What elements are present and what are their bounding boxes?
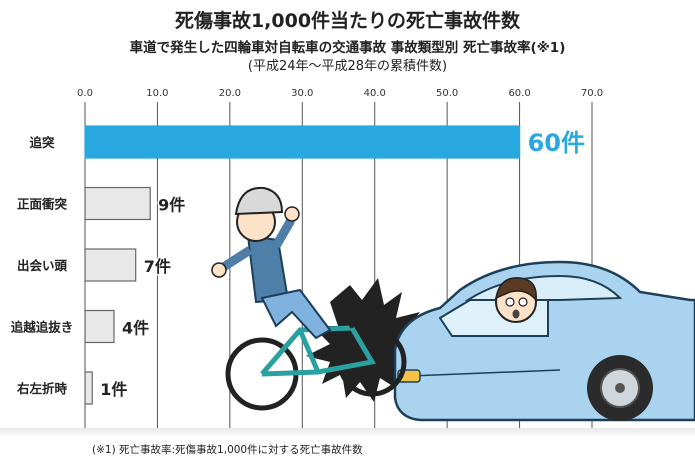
chart-subtitle: 車道で発生した四輪車対自転車の交通事故 事故類型別 死亡事故率(※1) bbox=[129, 40, 566, 56]
value-labels: 60件 9件 7件 4件 1件 bbox=[99, 129, 585, 401]
bar bbox=[84, 125, 521, 159]
category-label: 右左折時 bbox=[16, 381, 68, 396]
x-tick-label: 10.0 bbox=[146, 88, 168, 99]
bars bbox=[84, 125, 521, 405]
bar bbox=[84, 371, 93, 405]
helmet-icon bbox=[234, 186, 284, 216]
x-tick-label: 40.0 bbox=[364, 88, 386, 99]
category-label: 追突 bbox=[29, 135, 55, 150]
value-label: 9件 bbox=[158, 196, 185, 215]
bar bbox=[84, 248, 137, 282]
value-label: 7件 bbox=[144, 257, 171, 276]
value-label: 60件 bbox=[528, 129, 585, 157]
chart-period: (平成24年〜平成28年の累積件数) bbox=[247, 59, 448, 74]
footnote: (※1) 死亡事故率:死傷事故1,000件に対する死亡事故件数 bbox=[92, 444, 363, 456]
category-label: 正面衝突 bbox=[17, 197, 68, 212]
x-tick-label: 30.0 bbox=[291, 88, 313, 99]
cyclist-body-icon bbox=[246, 234, 290, 304]
x-tick-label: 50.0 bbox=[436, 88, 458, 99]
x-tick-label: 0.0 bbox=[77, 88, 93, 99]
x-tick-labels: 0.0 10.0 20.0 30.0 40.0 50.0 60.0 70.0 bbox=[77, 88, 603, 99]
chart-title: 死傷事故1,000件当たりの死亡事故件数 bbox=[174, 10, 521, 32]
bar bbox=[84, 186, 151, 221]
value-label: 4件 bbox=[122, 319, 149, 338]
x-tick-label: 70.0 bbox=[581, 88, 603, 99]
bar bbox=[84, 309, 115, 344]
category-label: 追越追抜き bbox=[11, 320, 74, 335]
cyclist-car-illustration bbox=[211, 186, 695, 422]
x-tick-label: 20.0 bbox=[219, 88, 241, 99]
value-label: 1件 bbox=[100, 380, 127, 399]
x-tick-label: 60.0 bbox=[508, 88, 530, 99]
ground-shadow bbox=[0, 428, 695, 438]
category-label: 出会い頭 bbox=[17, 258, 68, 273]
